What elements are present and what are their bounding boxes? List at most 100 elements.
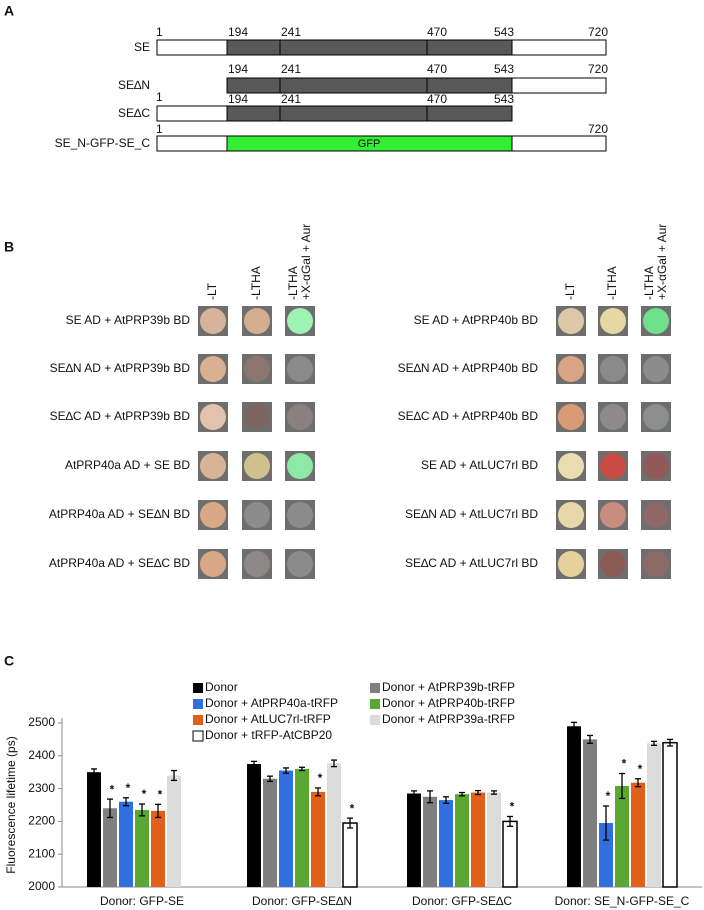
residue: 470 — [427, 62, 447, 76]
row-label: SE AD + AtLUC7rl BD — [421, 458, 538, 472]
error-bar — [155, 803, 161, 819]
error-bar — [427, 790, 433, 804]
y-tick-label: 2300 — [28, 781, 55, 795]
y-tick-label: 2500 — [28, 715, 55, 729]
legend-swatch — [192, 730, 204, 742]
yeast-spot — [643, 404, 669, 430]
column-header: -LTHA — [642, 266, 656, 300]
residue: 194 — [228, 62, 248, 76]
yeast-spot — [200, 404, 226, 430]
column-header: +X-αGal + Aur — [655, 224, 669, 300]
y-tick-label: 2100 — [28, 846, 55, 860]
x-tick-label: Donor: GFP-SE∆N — [252, 894, 352, 908]
bar — [502, 820, 518, 888]
bar — [455, 794, 469, 887]
construct-name: SE — [134, 40, 150, 54]
bar — [295, 768, 309, 887]
domain — [226, 39, 513, 56]
error-bar — [315, 787, 321, 797]
yeast-spot — [200, 453, 226, 479]
bar — [279, 770, 293, 887]
error-bar — [635, 778, 641, 788]
bar — [247, 764, 261, 887]
error-bar — [507, 815, 513, 827]
bar — [342, 822, 358, 888]
column-header: -LTHA — [249, 266, 263, 300]
domain — [226, 105, 513, 122]
error-bar — [587, 734, 593, 744]
legend-label: Donor + AtLUC7rl-tRFP — [205, 712, 331, 726]
significance: * — [638, 762, 643, 776]
yeast-spot — [287, 404, 313, 430]
legend-swatch — [370, 699, 380, 709]
yeast-spot — [287, 502, 313, 528]
error-bar — [571, 721, 577, 731]
bar — [103, 808, 117, 887]
yeast-spot — [287, 308, 313, 334]
legend-label: Donor + AtPRP40a-tRFP — [205, 696, 338, 710]
residue: 470 — [427, 92, 447, 106]
error-bar — [651, 740, 657, 746]
bar — [407, 793, 421, 887]
yeast-spot — [558, 502, 584, 528]
error-bar — [171, 769, 177, 782]
yeast-spot — [643, 356, 669, 382]
y-axis-label: Fluorescence lifetime (ps) — [4, 736, 18, 873]
yeast-spot — [244, 502, 270, 528]
error-bar — [139, 803, 145, 817]
domain — [511, 135, 607, 152]
domain — [226, 77, 513, 94]
bar — [567, 726, 581, 887]
yeast-spot — [287, 356, 313, 382]
residue: 1 — [156, 122, 163, 136]
bar — [471, 792, 485, 887]
legend-label: Donor + tRFP-AtCBP20 — [205, 728, 332, 742]
row-label: SE∆N AD + AtPRP39b BD — [50, 361, 191, 375]
error-bar — [603, 805, 609, 841]
legend-swatch — [193, 715, 203, 725]
yeast-spot — [244, 404, 270, 430]
yeast-spot — [600, 356, 626, 382]
yeast-spot — [600, 551, 626, 577]
domain — [511, 77, 607, 94]
domain — [156, 135, 228, 152]
bar — [327, 763, 341, 887]
significance: * — [606, 789, 611, 803]
yeast-spot — [558, 551, 584, 577]
yeast-spot — [244, 551, 270, 577]
error-bar — [475, 789, 481, 796]
yeast-spot — [600, 453, 626, 479]
row-label: SE∆C AD + AtLUC7rl BD — [405, 556, 538, 570]
significance: * — [142, 787, 147, 801]
error-bar — [251, 760, 257, 768]
legend-label: Donor — [205, 680, 238, 694]
yeast-spot — [600, 308, 626, 334]
row-label: SE∆N AD + AtLUC7rl BD — [405, 507, 538, 521]
yeast-spot — [200, 551, 226, 577]
bar — [135, 809, 149, 887]
construct-name: SE∆C — [118, 106, 150, 120]
error-bar — [347, 817, 353, 829]
error-bar — [619, 772, 625, 800]
gfp-label: GFP — [358, 138, 381, 150]
significance: * — [622, 757, 627, 771]
significance: * — [510, 800, 515, 814]
domain — [156, 39, 228, 56]
row-label: AtPRP40a AD + SE∆C BD — [49, 556, 190, 570]
significance: * — [318, 771, 323, 785]
residue: 241 — [281, 25, 301, 39]
x-tick-label: Donor: GFP-SE — [100, 894, 184, 908]
yeast-spot — [643, 453, 669, 479]
yeast-spot — [287, 551, 313, 577]
yeast-spot — [600, 502, 626, 528]
residue: 241 — [281, 62, 301, 76]
bar — [615, 785, 629, 887]
column-header: -LTHA — [605, 266, 619, 300]
yeast-spot — [244, 356, 270, 382]
residue: 720 — [588, 62, 608, 76]
residue: 241 — [281, 92, 301, 106]
error-bar — [299, 766, 305, 772]
bar — [662, 741, 678, 888]
residue: 194 — [228, 25, 248, 39]
